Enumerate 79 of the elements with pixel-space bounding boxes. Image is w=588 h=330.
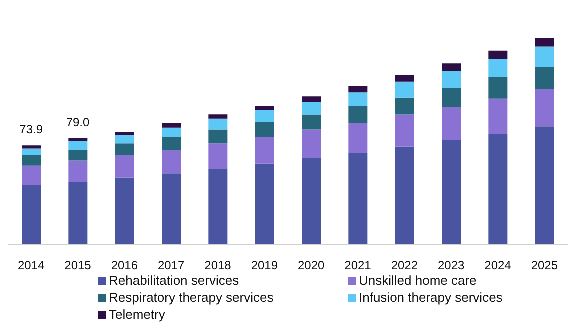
legend-label: Telemetry <box>109 307 166 322</box>
bar <box>302 130 321 158</box>
bar <box>302 114 321 130</box>
bar <box>255 110 274 122</box>
x-tick-label: 2017 <box>158 258 186 273</box>
bar <box>115 155 134 178</box>
bar <box>302 102 321 115</box>
bar <box>488 134 508 245</box>
bar <box>348 123 368 154</box>
bar <box>162 150 181 174</box>
x-tick-label: 2014 <box>18 258 46 273</box>
bar <box>208 144 228 170</box>
bar <box>68 150 88 161</box>
bar <box>68 142 88 150</box>
x-tick-label: 2022 <box>391 258 418 273</box>
x-tick-label: 2023 <box>438 258 466 273</box>
legend-label: Unskilled home care <box>359 273 477 288</box>
bar <box>535 46 554 67</box>
bar <box>115 135 134 144</box>
annotation: 73.9 <box>20 122 44 137</box>
bar <box>162 123 181 128</box>
bar <box>162 128 181 138</box>
bar <box>68 160 88 182</box>
bar <box>162 174 181 245</box>
bar <box>22 185 41 245</box>
x-tick-label: 2019 <box>251 258 278 273</box>
bar <box>255 106 274 110</box>
bar <box>442 64 461 72</box>
bar <box>208 130 228 144</box>
bar <box>488 59 508 78</box>
bar <box>535 66 554 90</box>
annotation: 79.0 <box>66 115 90 130</box>
bar <box>302 158 321 245</box>
bar <box>255 137 274 164</box>
legend-label: Infusion therapy services <box>359 290 503 305</box>
bar <box>442 140 461 245</box>
bar <box>255 164 274 245</box>
x-tick-label: 2025 <box>531 258 558 273</box>
bar <box>115 132 134 136</box>
bar <box>115 178 134 245</box>
bar <box>535 126 554 245</box>
bar <box>348 86 368 93</box>
bar <box>68 182 88 245</box>
bar <box>162 137 181 150</box>
bar <box>302 96 321 102</box>
bar <box>488 78 508 99</box>
bar <box>115 144 134 156</box>
bar <box>68 138 88 142</box>
bar <box>488 50 508 60</box>
bar <box>208 169 228 245</box>
bar <box>395 146 414 245</box>
x-tick-label: 2021 <box>344 258 372 273</box>
x-tick-label: 2015 <box>64 258 92 273</box>
bar <box>255 122 274 138</box>
bar <box>442 107 461 140</box>
bar <box>395 114 414 147</box>
bar <box>442 88 461 108</box>
bar <box>22 146 41 149</box>
bar <box>395 75 414 82</box>
bar <box>488 98 508 134</box>
bar <box>208 114 228 119</box>
bar <box>348 92 368 107</box>
bar <box>535 38 554 47</box>
legend-label: Rehabilitation services <box>109 273 240 288</box>
bar <box>395 82 414 98</box>
legend-label: Respiratory therapy services <box>109 290 274 305</box>
x-tick-label: 2024 <box>484 258 512 273</box>
bar <box>22 148 41 156</box>
bar <box>208 118 228 130</box>
x-tick-label: 2016 <box>111 258 138 273</box>
x-tick-label: 2018 <box>204 258 232 273</box>
bar <box>348 153 368 245</box>
x-tick-label: 2020 <box>298 258 326 273</box>
bar <box>535 89 554 127</box>
bar <box>395 98 414 115</box>
bar <box>22 166 41 186</box>
bar <box>442 71 461 88</box>
bar <box>22 155 41 166</box>
bar <box>348 106 368 124</box>
